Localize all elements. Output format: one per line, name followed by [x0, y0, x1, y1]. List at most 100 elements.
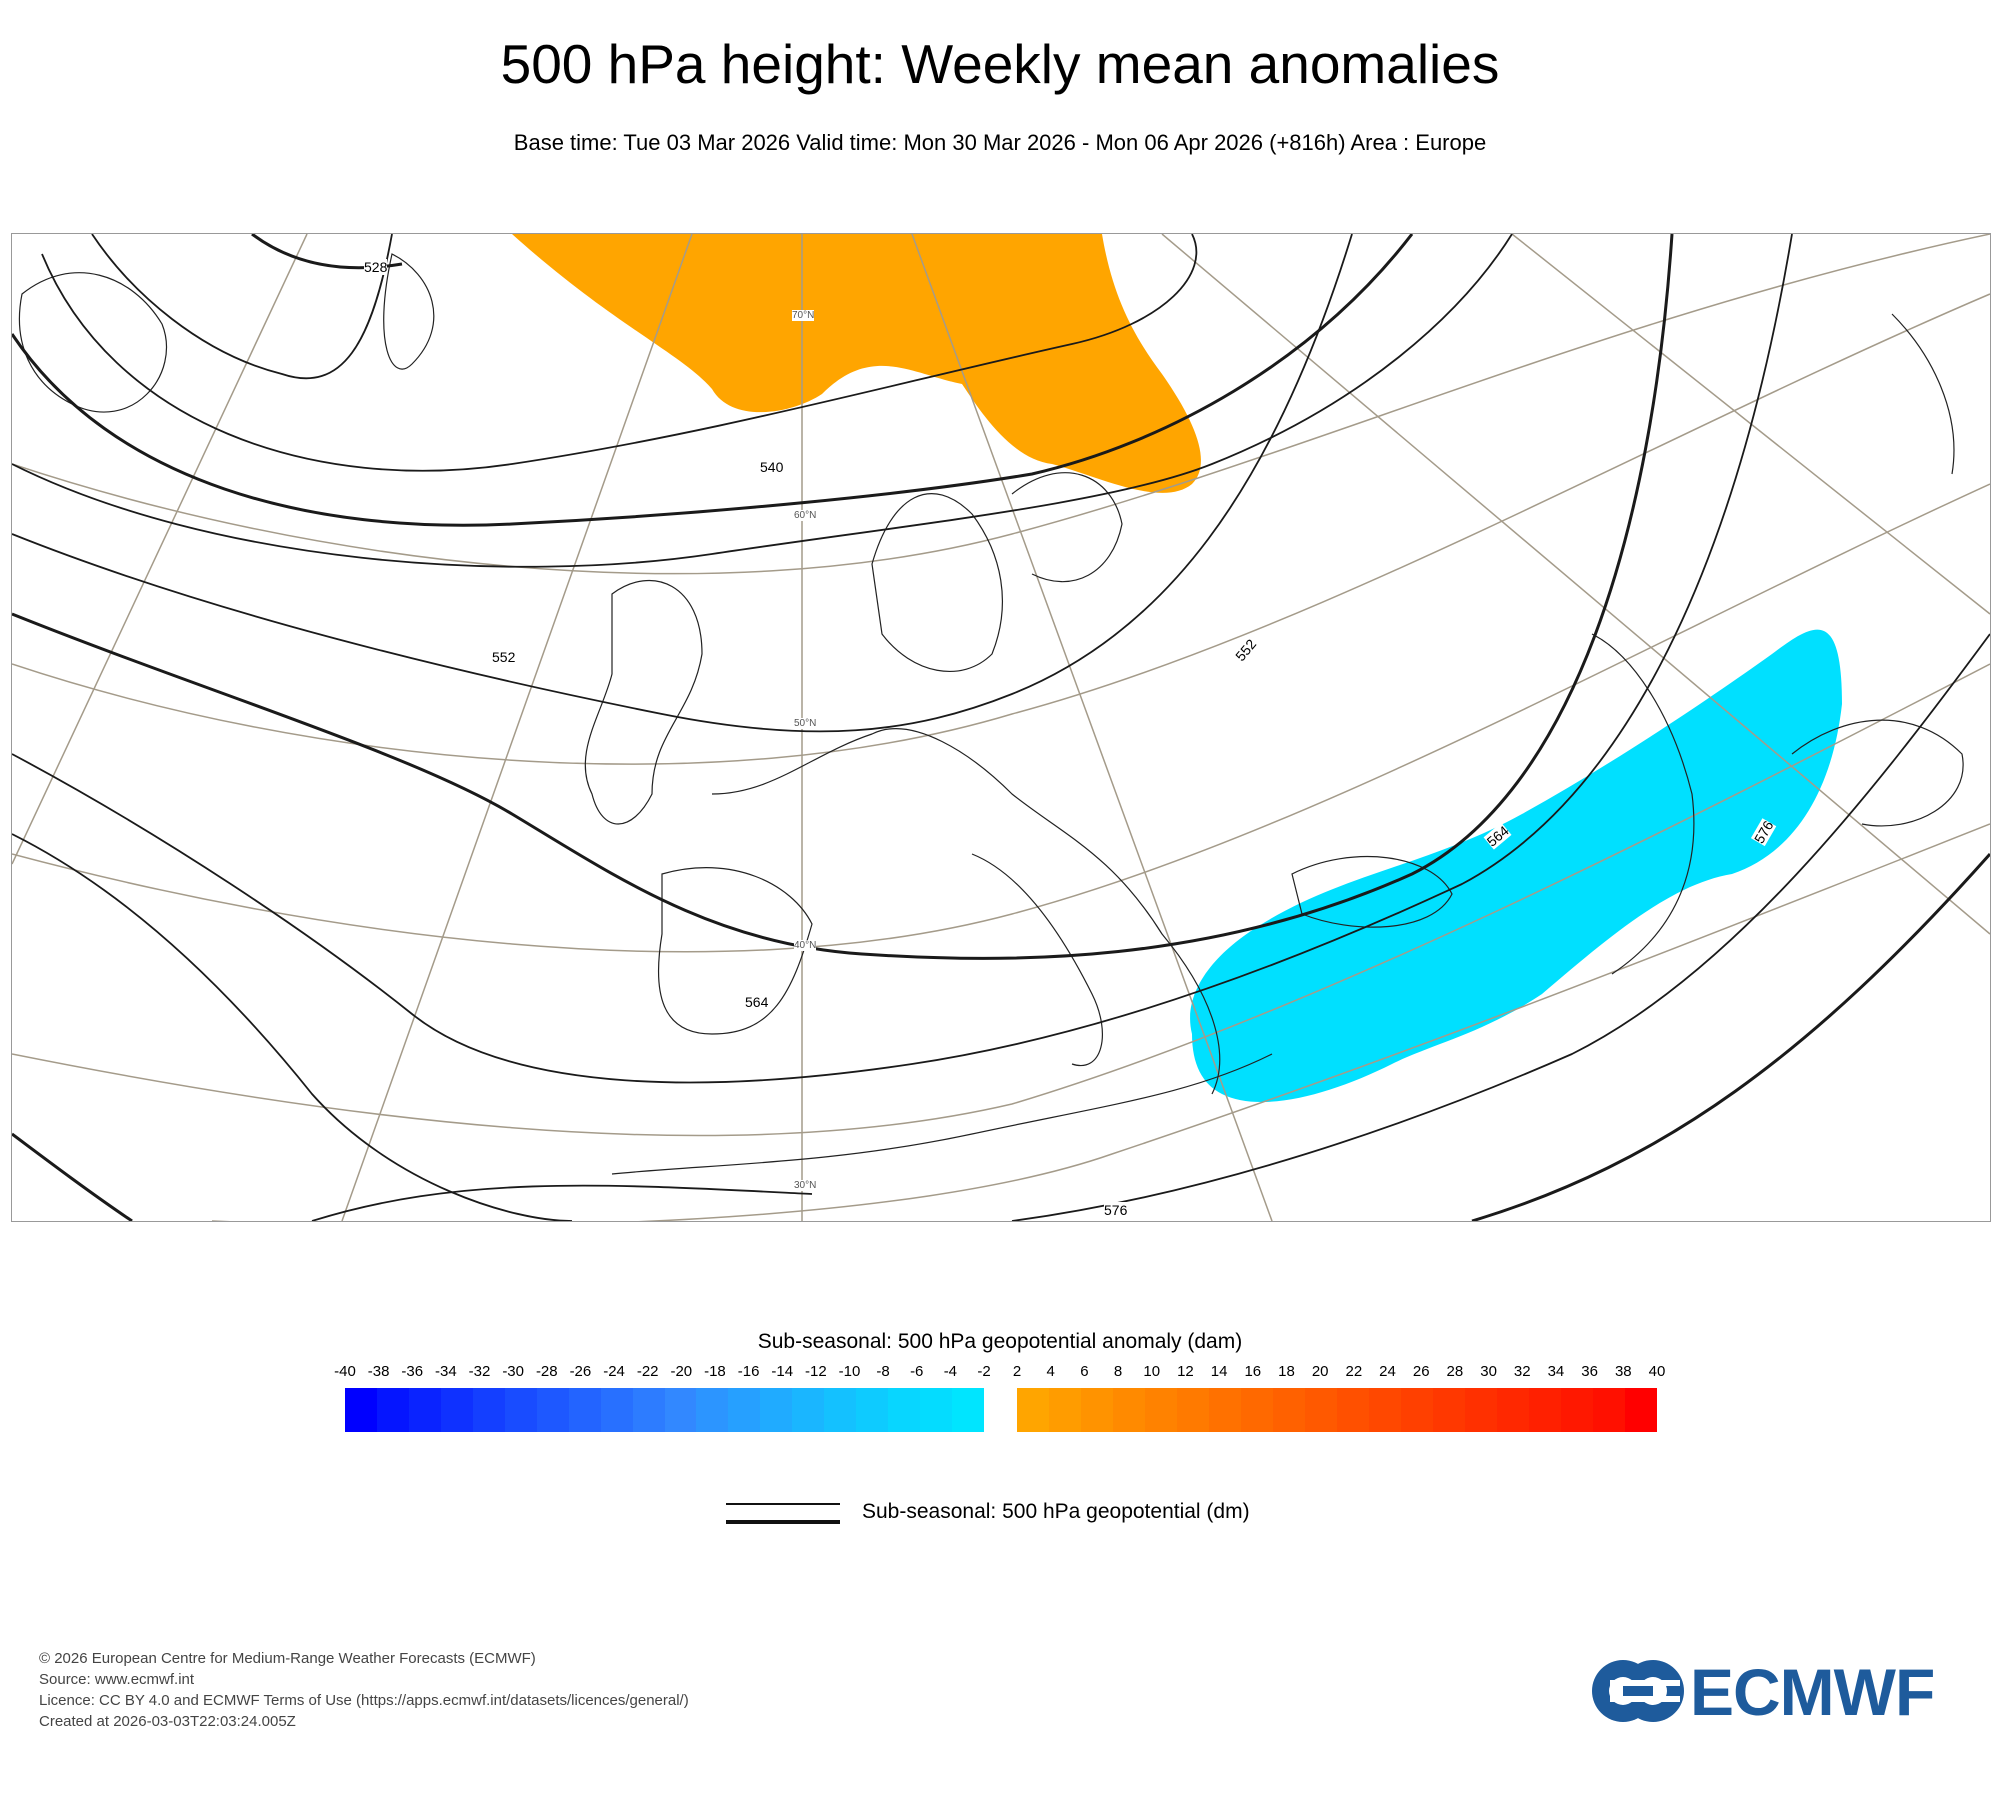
colorbar-swatch — [345, 1388, 377, 1432]
contour-line-legend-swatch — [726, 1500, 840, 1526]
colorbar-swatch — [504, 1388, 537, 1432]
colorbar-swatch — [600, 1388, 633, 1432]
ecmwf-logo-icon — [1592, 1660, 1684, 1722]
latitude-label-40: 40°N — [794, 940, 817, 951]
colorbar-tick-label: 36 — [1581, 1363, 1598, 1380]
colorbar-tick-label: -26 — [569, 1363, 592, 1380]
contour-label: 540 — [760, 459, 784, 475]
colorbar-tick-label: -16 — [737, 1363, 760, 1380]
colorbar-tick-label: 18 — [1278, 1363, 1295, 1380]
colorbar-tick-label: 6 — [1080, 1363, 1089, 1380]
negative-anomaly-region — [1190, 629, 1842, 1103]
colorbar-tick-label: -38 — [367, 1363, 390, 1380]
colorbar-swatch — [856, 1388, 889, 1432]
colorbar-tick-label: -24 — [603, 1363, 625, 1380]
colorbar-tick-label: 24 — [1379, 1363, 1396, 1380]
colorbar-swatch — [1305, 1388, 1337, 1432]
colorbar-tick-label: -8 — [876, 1363, 890, 1380]
colorbar-tick-label: -2 — [977, 1363, 991, 1380]
colorbar-swatch — [664, 1388, 697, 1432]
colorbar-swatch — [1593, 1388, 1625, 1432]
ecmwf-logo: ECMWF — [1590, 1655, 1970, 1729]
colorbar-swatch — [408, 1388, 441, 1432]
colorbar-swatch — [1177, 1388, 1209, 1432]
colorbar-swatch — [568, 1388, 601, 1432]
colorbar-swatch — [1433, 1388, 1465, 1432]
colorbar-tick-label: -22 — [636, 1363, 659, 1380]
colorbar-swatch — [1273, 1388, 1305, 1432]
chart-subtitle: Base time: Tue 03 Mar 2026 Valid time: M… — [513, 130, 1487, 155]
coastlines — [18, 253, 1964, 1175]
ecmwf-logo-text: ECMWF — [1690, 1655, 1935, 1729]
colorbar-swatch — [696, 1388, 729, 1432]
footer-created: Created at 2026-03-03T22:03:24.005Z — [39, 1713, 296, 1730]
colorbar-tick-label: 28 — [1446, 1363, 1464, 1380]
colorbar-swatch — [1049, 1388, 1081, 1432]
europe-map: 70°N 60°N 50°N 40°N 30°N 528 540 552 552… — [11, 233, 1991, 1222]
footer-source: Source: www.ecmwf.int — [39, 1671, 195, 1688]
colorbar-tick-label: -34 — [435, 1363, 457, 1380]
colorbar-tick-label: -28 — [535, 1363, 558, 1380]
colorbar-swatch — [728, 1388, 761, 1432]
colorbar-tick-label: 2 — [1012, 1363, 1022, 1380]
colorbar-swatch — [536, 1388, 569, 1432]
geopotential-contours — [12, 234, 1990, 1221]
colorbar-tick-label: 20 — [1311, 1363, 1329, 1380]
colorbar-tick-label: -36 — [401, 1363, 424, 1380]
colorbar-swatch — [632, 1388, 665, 1432]
colorbar-tick-label: -6 — [910, 1363, 924, 1380]
colorbar-swatch — [1017, 1388, 1049, 1432]
colorbar-swatch — [440, 1388, 473, 1432]
colorbar-positive — [1017, 1388, 1657, 1432]
colorbar-tick-label: 22 — [1345, 1363, 1363, 1380]
colorbar-tick-label: 30 — [1480, 1363, 1497, 1380]
colorbar-tick-label: -10 — [838, 1363, 861, 1380]
colorbar-swatch — [1465, 1388, 1497, 1432]
contour-label: 576 — [1104, 1202, 1128, 1218]
contour-line-legend-label: Sub-seasonal: 500 hPa geopotential (dm) — [862, 1500, 1250, 1523]
colorbar-swatch — [1401, 1388, 1433, 1432]
map-canvas — [12, 234, 1990, 1221]
colorbar-swatch — [1497, 1388, 1529, 1432]
colorbar-tick-label: 10 — [1143, 1363, 1161, 1380]
latitude-label-70: 70°N — [792, 310, 815, 321]
colorbar-swatch — [1529, 1388, 1561, 1432]
colorbar-negative — [345, 1388, 985, 1432]
colorbar-swatch — [792, 1388, 825, 1432]
colorbar-ticks: -40 -38 -36 -34 -32 -30 -28 -26 -24 -22 -20 -18 -16-… — [0, 1363, 2000, 1383]
colorbar-tick-label: -18 — [704, 1363, 726, 1380]
colorbar-swatch — [952, 1388, 985, 1432]
contour-label: 528 — [364, 259, 388, 275]
colorbar-tick-label: 38 — [1614, 1363, 1632, 1380]
colorbar-tick-label: -20 — [670, 1363, 693, 1380]
colorbar-tick-label: -12 — [804, 1363, 827, 1380]
footer-copyright: © 2026 European Centre for Medium-Range … — [39, 1650, 536, 1667]
footer-licence: Licence: CC BY 4.0 and ECMWF Terms of Us… — [39, 1692, 689, 1709]
colorbar-swatch — [1081, 1388, 1113, 1432]
colorbar-tick-label: -40 — [334, 1363, 356, 1380]
colorbar-tick-label: -32 — [468, 1363, 491, 1380]
colorbar-tick-label: 14 — [1210, 1363, 1228, 1380]
colorbar-swatch — [1113, 1388, 1145, 1432]
latitude-label-50: 50°N — [794, 718, 817, 729]
chart-title: 500 hPa height: Weekly mean anomalies — [500, 33, 1500, 95]
footer-credits: © 2026 European Centre for Medium-Range … — [39, 1648, 689, 1732]
colorbar-swatch — [1561, 1388, 1593, 1432]
colorbar-tick-label: 40 — [1648, 1363, 1666, 1380]
colorbar-tick-label: 34 — [1547, 1363, 1565, 1380]
contour-label: 552 — [492, 649, 516, 665]
colorbar-swatch — [888, 1388, 921, 1432]
colorbar-tick-label: 32 — [1513, 1363, 1531, 1380]
colorbar-tick-label: 26 — [1412, 1363, 1430, 1380]
colorbar-swatch — [824, 1388, 857, 1432]
colorbar-swatch — [472, 1388, 505, 1432]
colorbar-swatch — [1209, 1388, 1241, 1432]
colorbar-tick-label: 4 — [1046, 1363, 1055, 1380]
colorbar-swatch — [1145, 1388, 1177, 1432]
colorbar-tick-label: -4 — [943, 1363, 958, 1380]
contour-label: 564 — [745, 994, 769, 1010]
latitude-label-30: 30°N — [794, 1180, 817, 1191]
colorbar-tick-label: -30 — [502, 1363, 524, 1380]
anomaly-legend-title: Sub-seasonal: 500 hPa geopotential anoma… — [757, 1330, 1243, 1353]
colorbar-swatch — [1337, 1388, 1369, 1432]
